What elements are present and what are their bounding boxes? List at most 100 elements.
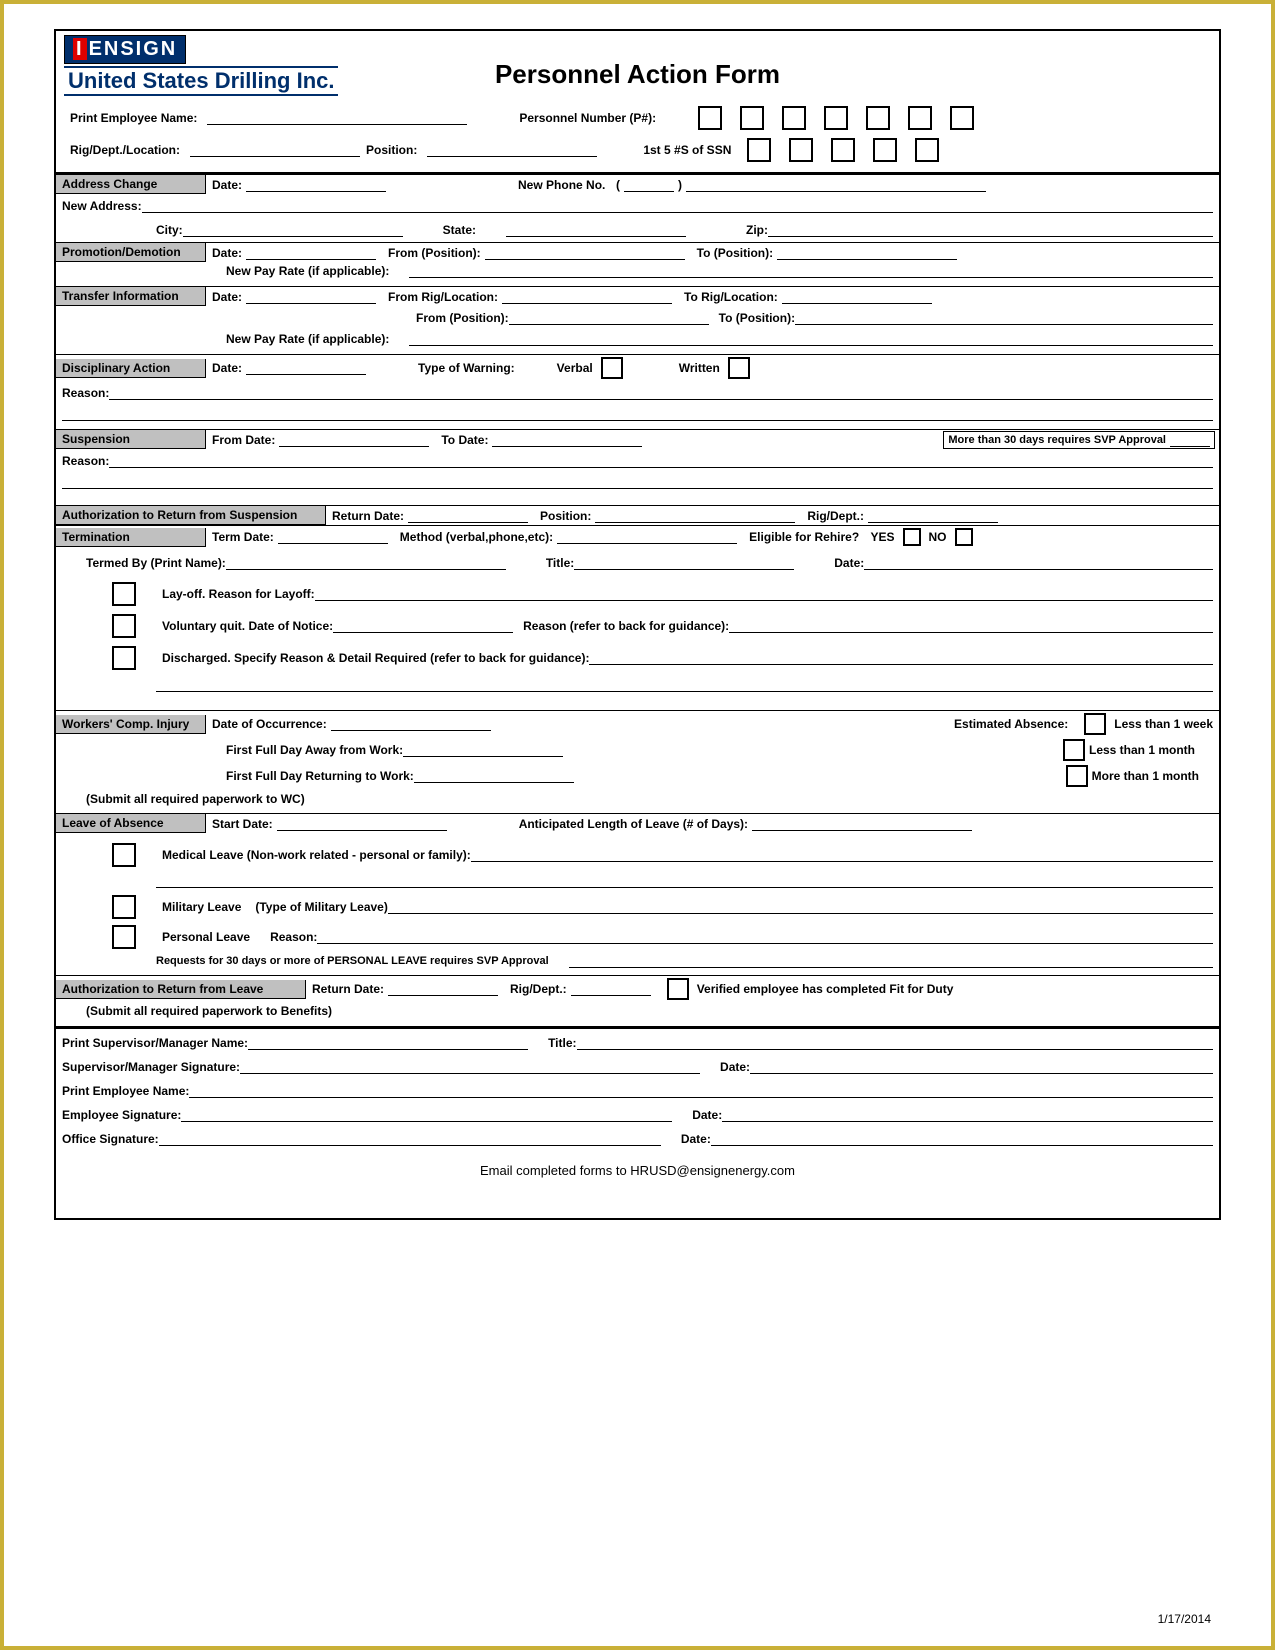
input-promo-date[interactable] [246,246,376,260]
input-leave-approval[interactable] [569,954,1213,968]
input-discharged[interactable] [589,651,1213,665]
box-ssn4[interactable] [873,138,897,162]
checkbox-more1month[interactable] [1066,765,1088,787]
input-sig-date2[interactable] [722,1108,1213,1122]
input-phone[interactable] [686,178,986,192]
input-rig-dept[interactable] [190,143,360,157]
checkbox-voluntary[interactable] [112,614,136,638]
input-first-return[interactable] [414,769,574,783]
input-emp-name[interactable] [207,111,467,125]
input-layoff[interactable] [315,587,1213,601]
input-position[interactable] [427,143,597,157]
input-disc-date[interactable] [246,361,366,375]
input-new-address[interactable] [142,199,1213,213]
input-susp-to[interactable] [492,433,642,447]
input-ar-pos[interactable] [595,509,795,523]
input-tr-pay[interactable] [409,332,1213,346]
input-tr-fromrig[interactable] [502,290,672,304]
input-date-occ[interactable] [331,717,491,731]
box-p6[interactable] [908,106,932,130]
box-p1[interactable] [698,106,722,130]
input-phone-area[interactable] [624,178,674,192]
input-disc-reason2[interactable] [62,407,1213,421]
input-susp-approval[interactable] [1170,433,1210,447]
box-p4[interactable] [824,106,848,130]
input-tr-torig[interactable] [782,290,932,304]
checkbox-yes[interactable] [903,528,921,546]
box-p3[interactable] [782,106,806,130]
form-title: Personnel Action Form [495,59,780,90]
input-term-date2[interactable] [864,556,1213,570]
input-tr-topos[interactable] [795,311,1213,325]
box-ssn5[interactable] [915,138,939,162]
input-zip[interactable] [768,223,1213,237]
checkbox-no[interactable] [955,528,973,546]
input-tr-frompos[interactable] [509,311,709,325]
label-tr-torig: To Rig/Location: [684,290,778,304]
input-voluntary[interactable] [333,619,513,633]
input-term-method[interactable] [557,530,737,544]
input-termed-by[interactable] [226,556,506,570]
input-ar-date[interactable] [408,509,528,523]
box-p2[interactable] [740,106,764,130]
input-anticipated[interactable] [752,817,972,831]
input-office-sig[interactable] [159,1132,661,1146]
box-ssn2[interactable] [789,138,813,162]
checkbox-verified[interactable] [667,978,689,1000]
input-ar-rig[interactable] [868,509,998,523]
input-emp-name-sig[interactable] [189,1084,1213,1098]
input-discharged2[interactable] [156,678,1213,692]
input-medical2[interactable] [156,874,1213,888]
input-military[interactable] [388,900,1213,914]
label-sig-date2: Date: [692,1108,722,1122]
label-term-title: Title: [546,556,574,570]
input-promo-pay[interactable] [409,264,1213,278]
box-p7[interactable] [950,106,974,130]
input-sig-title[interactable] [577,1036,1213,1050]
input-term-date[interactable] [278,530,388,544]
input-disc-reason1[interactable] [109,386,1213,400]
input-al-rig[interactable] [571,982,651,996]
label-term-date: Term Date: [212,530,274,544]
checkbox-less1month[interactable] [1063,739,1085,761]
label-ar-pos: Position: [540,509,591,523]
box-ssn1[interactable] [747,138,771,162]
input-medical[interactable] [471,848,1213,862]
checkbox-medical[interactable] [112,843,136,867]
label-rig-dept: Rig/Dept./Location: [70,143,180,157]
header-address-change: Address Change [56,175,206,194]
input-ac-date[interactable] [246,178,386,192]
input-vol-reason[interactable] [729,619,1213,633]
input-sig-date3[interactable] [711,1132,1213,1146]
input-sig-date1[interactable] [750,1060,1213,1074]
input-susp-from[interactable] [279,433,429,447]
input-term-title[interactable] [574,556,794,570]
checkbox-personal[interactable] [112,925,136,949]
label-emp-name-sig: Print Employee Name: [62,1084,189,1098]
input-tr-date[interactable] [246,290,376,304]
input-susp-reason2[interactable] [62,475,1213,489]
box-ssn3[interactable] [831,138,855,162]
checkbox-discharged[interactable] [112,646,136,670]
checkbox-less1week[interactable] [1084,713,1106,735]
input-personal[interactable] [317,930,1213,944]
input-al-return[interactable] [388,982,498,996]
checkbox-verbal[interactable] [601,357,623,379]
input-promo-from[interactable] [485,246,685,260]
input-city[interactable] [183,223,403,237]
input-promo-to[interactable] [777,246,957,260]
label-term-method: Method (verbal,phone,etc): [400,530,553,544]
checkbox-written[interactable] [728,357,750,379]
input-susp-reason1[interactable] [109,454,1213,468]
input-first-away[interactable] [403,743,563,757]
input-state[interactable] [506,223,686,237]
input-emp-sig[interactable] [181,1108,672,1122]
input-sup-sig[interactable] [240,1060,700,1074]
checkbox-military[interactable] [112,895,136,919]
checkbox-layoff[interactable] [112,582,136,606]
input-leave-start[interactable] [277,817,447,831]
label-verbal: Verbal [557,361,593,375]
box-p5[interactable] [866,106,890,130]
input-sup-name[interactable] [248,1036,528,1050]
label-zip: Zip: [746,223,768,237]
